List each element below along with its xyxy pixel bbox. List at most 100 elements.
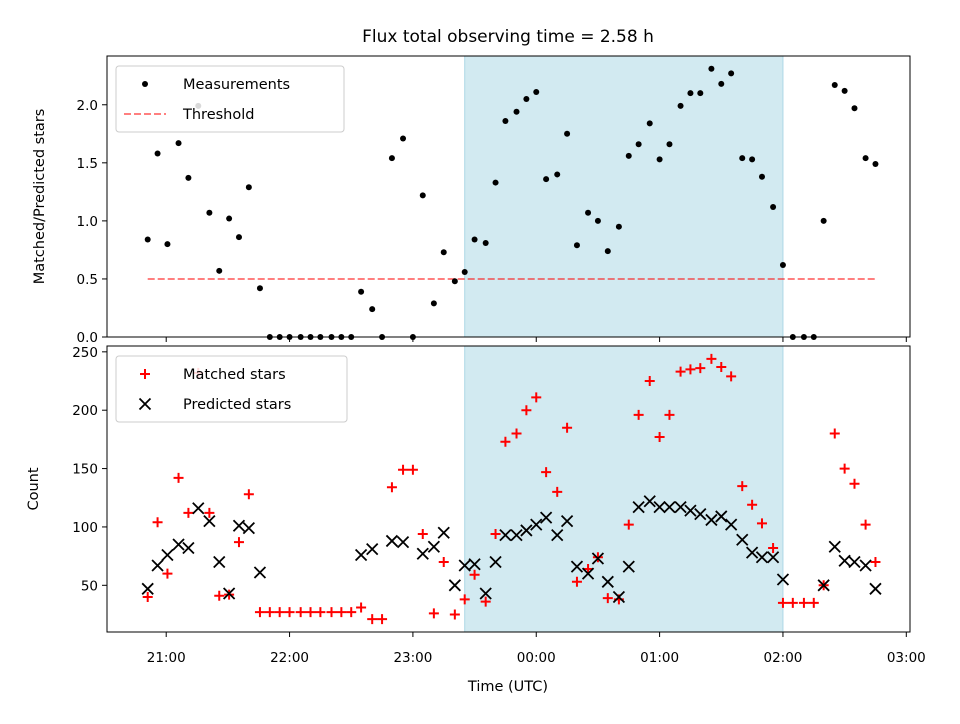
predicted-marker [848, 555, 861, 569]
matched-marker [787, 597, 798, 608]
matched-marker [386, 482, 397, 493]
measurement-point [523, 95, 530, 102]
matched-marker [531, 392, 542, 403]
measurement-point [841, 87, 848, 94]
matched-marker [829, 428, 840, 439]
measurement-point [749, 156, 756, 163]
matched-marker [490, 528, 501, 539]
plot-frame [106, 345, 911, 633]
measurement-point [594, 217, 601, 224]
predicted-marker [161, 548, 174, 562]
predicted-marker [745, 546, 759, 559]
predicted-marker [581, 567, 595, 580]
legend-marker-measurements [142, 81, 148, 87]
measurement-point [820, 217, 827, 224]
matched-marker [860, 519, 871, 530]
measurement-point [245, 184, 252, 191]
predicted-marker [222, 587, 236, 600]
measurement-point [656, 156, 663, 163]
measurement-point [677, 102, 684, 109]
predicted-marker [632, 500, 645, 514]
matched-marker [654, 432, 665, 443]
matched-marker [777, 597, 788, 608]
matched-marker [295, 607, 306, 618]
matched-marker [716, 362, 727, 373]
predicted-marker [232, 519, 246, 532]
measurement-point [739, 155, 746, 162]
predicted-marker [242, 521, 255, 535]
measurement-point [646, 120, 653, 127]
plot-frame [106, 55, 911, 338]
matched-marker [747, 499, 758, 510]
measurement-point [154, 150, 161, 157]
legend-box [115, 355, 348, 423]
measurement-point [543, 176, 550, 183]
x-tick-label: 21:00 [147, 650, 186, 666]
measurement-point [718, 80, 725, 87]
predicted-marker [354, 548, 368, 562]
x-tick-label: 23:00 [393, 650, 432, 666]
predicted-marker [151, 559, 164, 572]
measurement-point [625, 152, 632, 159]
measurement-point [358, 288, 365, 295]
matched-marker [407, 464, 418, 475]
matched-marker [500, 436, 511, 447]
measurement-point [388, 155, 395, 162]
x-axis-label: Time (UTC) [467, 679, 548, 695]
matched-marker [204, 507, 215, 518]
matched-marker [675, 366, 686, 377]
matched-marker [664, 409, 675, 420]
matched-marker [377, 614, 388, 625]
measurement-point [635, 141, 642, 148]
measurement-point [400, 135, 407, 142]
measurement-point [554, 171, 561, 178]
measurement-point [430, 300, 437, 307]
measurement-point [461, 268, 468, 275]
x-tick-label: 03:00 [887, 650, 926, 666]
matched-marker [254, 607, 265, 618]
measurement-point [175, 140, 182, 147]
legend-label: Measurements [183, 77, 290, 93]
legend-marker-predicted [138, 397, 152, 411]
legend-marker-matched [140, 369, 150, 379]
matched-marker [214, 590, 225, 601]
matched-marker [644, 376, 655, 387]
predicted-marker [448, 579, 461, 592]
matched-marker [367, 614, 378, 625]
measurement-point [185, 174, 192, 181]
predicted-marker [817, 579, 830, 592]
matched-marker [142, 591, 153, 602]
measurement-point [513, 108, 520, 115]
y-axis-label: Count [26, 467, 42, 510]
legend-label: Predicted stars [183, 397, 291, 413]
measurement-point [533, 88, 540, 95]
predicted-marker [203, 514, 216, 528]
predicted-marker [172, 538, 185, 551]
matched-marker [438, 556, 449, 567]
y-tick-label: 0.0 [77, 330, 98, 346]
matched-marker [839, 463, 850, 474]
count-panel: 50 100 150 200 250 21:00 22:00 23:00 00:00 01:00 0… [26, 345, 926, 666]
measurement-point [687, 90, 694, 97]
measurement-point [216, 267, 223, 274]
measurement-point [770, 203, 777, 210]
measurement-point [615, 223, 622, 230]
measurement-point [697, 90, 704, 97]
measurement-point [206, 209, 213, 216]
matched-marker [521, 405, 532, 416]
predicted-marker [869, 582, 882, 595]
matched-marker [459, 594, 470, 605]
predicted-marker [755, 551, 769, 564]
matched-marker [756, 518, 767, 529]
matched-marker [173, 472, 184, 483]
measurement-point [235, 234, 242, 241]
predicted-marker [663, 500, 676, 514]
predicted-marker [838, 554, 851, 567]
measurement-point [708, 65, 715, 72]
predicted-marker [612, 590, 626, 604]
matched-marker [469, 569, 480, 580]
y-tick-label: 150 [72, 462, 98, 478]
predicted-marker [622, 560, 635, 573]
predicted-marker [601, 575, 614, 588]
